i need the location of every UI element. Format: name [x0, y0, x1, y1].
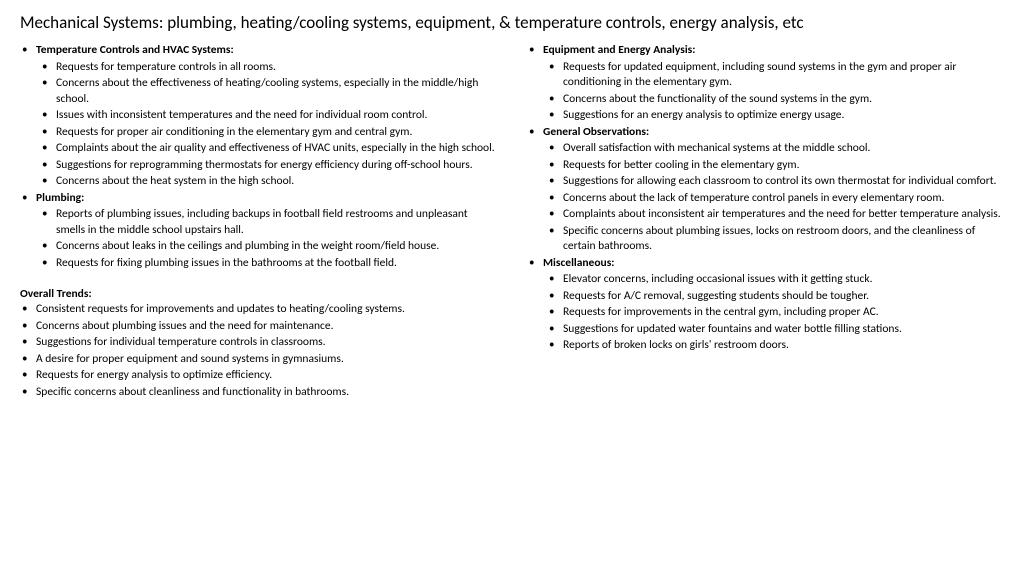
subitem: Reports of plumbing issues, including ba…: [36, 207, 497, 238]
section-item: Equipment and Energy Analysis: Requests f…: [527, 43, 1004, 124]
subitem-list: Requests for temperature controls in all…: [36, 60, 497, 190]
subitem: Overall satisfaction with mechanical sys…: [543, 141, 1004, 157]
subitem: Concerns about the functionality of the …: [543, 92, 1004, 108]
subitem: Requests for fixing plumbing issues in t…: [36, 256, 497, 272]
subitem: Concerns about leaks in the ceilings and…: [36, 239, 497, 255]
trends-block: Overall Trends: Consistent requests for …: [20, 287, 497, 400]
section-item: General Observations: Overall satisfactio…: [527, 125, 1004, 255]
right-section-list: Equipment and Energy Analysis: Requests f…: [527, 43, 1004, 354]
subitem-list: Elevator concerns, including occasional …: [543, 272, 1004, 354]
subitem: Specific concerns about plumbing issues,…: [543, 224, 1004, 255]
subitem-list: Reports of plumbing issues, including ba…: [36, 207, 497, 271]
subitem: Requests for proper air conditioning in …: [36, 125, 497, 141]
subitem: Suggestions for updated water fountains …: [543, 322, 1004, 338]
page-title: Mechanical Systems: plumbing, heating/co…: [20, 12, 1004, 33]
subitem: Requests for better cooling in the eleme…: [543, 158, 1004, 174]
subitem: Requests for temperature controls in all…: [36, 60, 497, 76]
subitem: Requests for A/C removal, suggesting stu…: [543, 289, 1004, 305]
subitem-list: Requests for updated equipment, includin…: [543, 60, 1004, 124]
trends-heading: Overall Trends:: [20, 287, 497, 301]
trends-list: Consistent requests for improvements and…: [20, 302, 497, 400]
subitem: Complaints about the air quality and eff…: [36, 141, 497, 157]
subitem-list: Overall satisfaction with mechanical sys…: [543, 141, 1004, 255]
subitem: Issues with inconsistent temperatures an…: [36, 108, 497, 124]
trend-item: Requests for energy analysis to optimize…: [20, 368, 497, 384]
section-item: Miscellaneous: Elevator concerns, includi…: [527, 256, 1004, 354]
trend-item: Specific concerns about cleanliness and …: [20, 385, 497, 401]
trend-item: Suggestions for individual temperature c…: [20, 335, 497, 351]
subitem: Concerns about the effectiveness of heat…: [36, 76, 497, 107]
subitem: Requests for updated equipment, includin…: [543, 60, 1004, 91]
subitem: Elevator concerns, including occasional …: [543, 272, 1004, 288]
content-columns: Temperature Controls and HVAC Systems: Re…: [20, 43, 1004, 401]
section-item: Temperature Controls and HVAC Systems: Re…: [20, 43, 497, 190]
subitem: Suggestions for allowing each classroom …: [543, 174, 1004, 190]
section-item: Plumbing: Reports of plumbing issues, inc…: [20, 191, 497, 272]
right-column: Equipment and Energy Analysis: Requests f…: [527, 43, 1004, 401]
trend-item: A desire for proper equipment and sound …: [20, 352, 497, 368]
subitem: Concerns about the lack of temperature c…: [543, 191, 1004, 207]
subitem: Suggestions for an energy analysis to op…: [543, 108, 1004, 124]
subitem: Concerns about the heat system in the hi…: [36, 174, 497, 190]
left-column: Temperature Controls and HVAC Systems: Re…: [20, 43, 497, 401]
subitem: Suggestions for reprogramming thermostat…: [36, 158, 497, 174]
section-heading: Miscellaneous:: [543, 256, 614, 270]
trend-item: Concerns about plumbing issues and the n…: [20, 319, 497, 335]
subitem: Requests for improvements in the central…: [543, 305, 1004, 321]
section-heading: Equipment and Energy Analysis:: [543, 43, 695, 57]
section-heading: Temperature Controls and HVAC Systems:: [36, 43, 234, 57]
trend-item: Consistent requests for improvements and…: [20, 302, 497, 318]
left-section-list: Temperature Controls and HVAC Systems: Re…: [20, 43, 497, 271]
section-heading: Plumbing:: [36, 191, 84, 205]
subitem: Complaints about inconsistent air temper…: [543, 207, 1004, 223]
subitem: Reports of broken locks on girls' restro…: [543, 338, 1004, 354]
section-heading: General Observations:: [543, 125, 649, 139]
